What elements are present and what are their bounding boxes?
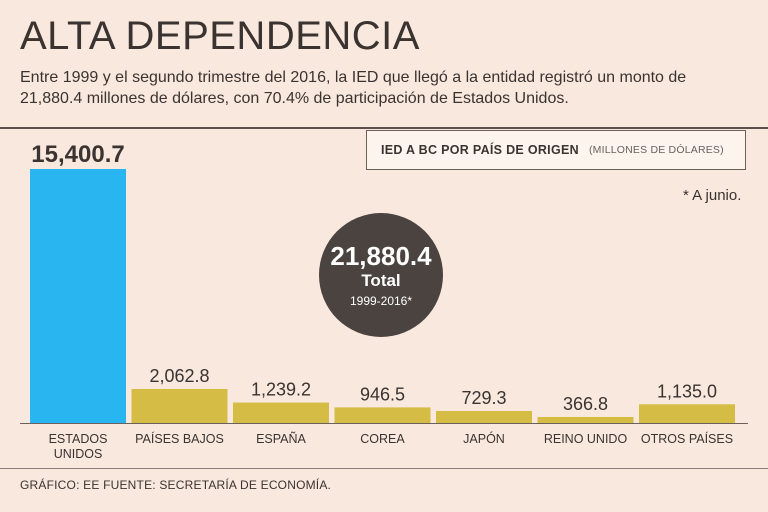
footer-source: GRÁFICO: EE FUENTE: SECRETARÍA DE ECONOM… [20,478,332,492]
total-value: 21,880.4 [330,241,432,271]
category-label-3: COREA [360,432,405,446]
bar-3 [334,407,431,423]
category-label-2: ESPAÑA [256,432,306,446]
value-label-0: 15,400.7 [31,141,124,168]
value-label-5: 366.8 [563,394,608,414]
category-label-1: PAÍSES BAJOS [135,431,224,446]
bar-6 [639,404,735,423]
total-range: 1999-2016* [349,294,413,308]
category-label-5: REINO UNIDO [544,432,628,446]
value-label-2: 1,239.2 [251,380,311,400]
value-label-6: 1,135.0 [657,381,717,401]
category-label-0-line-1: UNIDOS [54,447,103,461]
bar-2 [233,402,329,423]
bar-5 [537,416,634,423]
total-badge: 21,880.4 Total 1999-2016* [319,213,443,337]
top-divider [0,127,768,129]
value-label-4: 729.3 [461,388,506,408]
legend-title: IED A BC POR PAÍS DE ORIGEN [381,143,579,157]
value-label-3: 946.5 [360,384,405,404]
total-label: Total [361,271,401,290]
footnote-june: * A junio. [683,187,742,204]
footer-divider [0,468,768,469]
legend-unit: (MILLONES DE DÓLARES) [588,144,724,156]
category-label-0-line-0: ESTADOS [49,432,108,446]
page-title: ALTA DEPENDENCIA [20,14,420,58]
category-label-6: OTROS PAÍSES [641,431,733,446]
bar-4 [436,410,532,423]
category-label-4: JAPÓN [463,431,505,446]
legend-box: IED A BC POR PAÍS DE ORIGEN (MILLONES DE… [366,130,746,170]
subtitle: Entre 1999 y el segundo trimestre del 20… [20,69,687,107]
bar-1 [131,388,228,423]
value-label-1: 2,062.8 [149,366,209,386]
bar-0 [30,169,126,423]
